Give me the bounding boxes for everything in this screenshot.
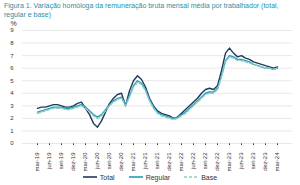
svg-text:dez-22: dez-22 [214,152,220,171]
svg-text:4: 4 [10,90,14,96]
svg-text:1: 1 [10,128,14,134]
svg-text:set-21: set-21 [154,152,160,169]
svg-text:set-20: set-20 [106,152,112,169]
html-text:Regular: Regular [145,173,171,181]
svg-text:mar-24: mar-24 [274,152,280,171]
svg-text:mar-19: mar-19 [34,152,40,171]
svg-text:6: 6 [10,65,14,71]
svg-text:3: 3 [10,103,14,109]
svg-text:jun-20: jun-20 [94,152,100,170]
svg-text:%: % [11,20,17,27]
svg-text:set-19: set-19 [58,152,64,169]
svg-text:mar-23: mar-23 [226,152,232,171]
svg-text:jun-22: jun-22 [190,152,196,170]
svg-text:jun-19: jun-19 [46,152,52,170]
svg-text:5: 5 [10,78,14,84]
html-text:Total: Total [99,173,115,181]
svg-text:dez-20: dez-20 [118,152,124,171]
svg-text:set-23: set-23 [250,152,256,169]
svg-text:2: 2 [10,115,14,121]
html-text:Base: Base [201,173,218,181]
svg-text:mar-20: mar-20 [82,152,88,171]
svg-text:jun-21: jun-21 [142,152,148,170]
svg-text:dez-23: dez-23 [262,152,268,171]
svg-text:mar-22: mar-22 [178,152,184,171]
svg-text:9: 9 [10,27,14,33]
svg-text:dez-19: dez-19 [70,152,76,171]
svg-text:8: 8 [10,40,14,46]
svg-text:7: 7 [10,53,14,59]
svg-text:set-22: set-22 [202,152,208,169]
svg-text:0: 0 [10,140,14,146]
svg-text:dez-21: dez-21 [166,152,172,171]
svg-text:jun-23: jun-23 [238,152,244,170]
svg-text:mar-21: mar-21 [130,152,136,171]
html-text:Figura 1. Variação homóloga da: Figura 1. Variação homóloga da remuneraç… [4,2,279,18]
